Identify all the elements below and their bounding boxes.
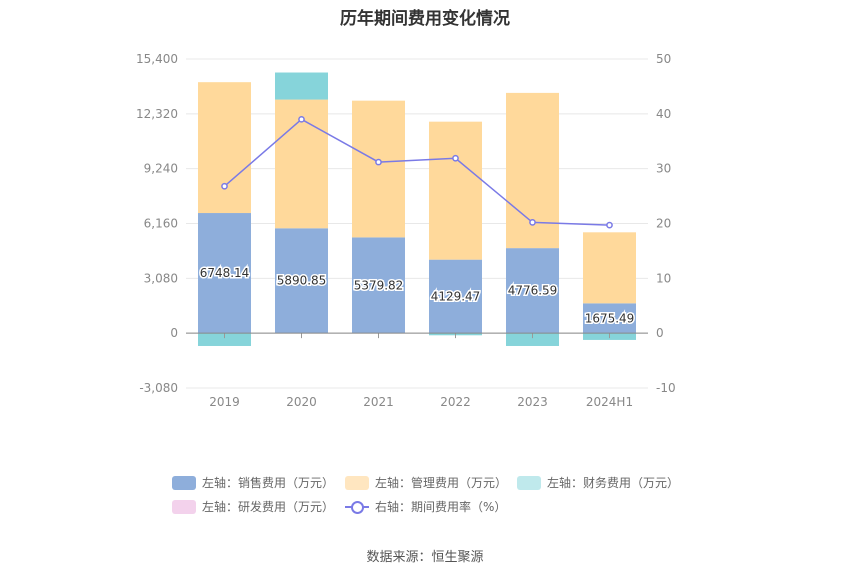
- y-right-tick-label: 20: [656, 217, 671, 231]
- legend-item-finance[interactable]: 左轴：财务费用（万元）: [517, 474, 679, 491]
- y-right-tick-label: 10: [656, 271, 671, 285]
- legend-swatch-finance: [517, 475, 541, 490]
- legend-item-sales[interactable]: 左轴：销售费用（万元）: [172, 474, 334, 491]
- bar-sales: [429, 259, 482, 334]
- y-left-tick-label: 6,160: [144, 217, 178, 231]
- data-label: 4776.59: [508, 284, 558, 298]
- legend-swatch-rnd: [172, 499, 196, 514]
- y-right-tick-label: 30: [656, 162, 671, 176]
- legend-item-admin[interactable]: 左轴：管理费用（万元）: [345, 474, 507, 491]
- y-right-tick-label: 50: [656, 52, 671, 66]
- x-tick-label: 2021: [363, 395, 394, 409]
- data-label: 5890.85: [277, 274, 327, 288]
- bar-admin: [429, 121, 482, 260]
- chart-title: 历年期间费用变化情况: [340, 9, 510, 29]
- rate-point: [221, 182, 228, 190]
- legend-label-finance: 左轴：财务费用（万元）: [547, 476, 680, 490]
- legend-swatch-sales: [172, 475, 196, 490]
- y-right-tick-label: 40: [656, 107, 671, 121]
- x-tick-label: 2024H1: [586, 395, 633, 409]
- bar-finance: [198, 333, 251, 346]
- x-tick-label: 2022: [440, 395, 471, 409]
- rate-point: [529, 219, 536, 226]
- legend-item-rate[interactable]: 右轴：期间费用率（%）: [345, 498, 506, 515]
- bar-sales: [198, 213, 251, 334]
- x-tick-label: 2019: [209, 395, 240, 409]
- data-source: 数据来源：恒生聚源: [366, 550, 484, 565]
- y-right-tick-label: 0: [656, 326, 664, 340]
- y-left-tick-label: 0: [170, 326, 178, 340]
- y-left-tick-label: 15,400: [136, 52, 178, 66]
- y-left-tick-label: -3,080: [139, 381, 178, 395]
- bar-admin: [583, 232, 636, 304]
- data-label: 4129.47: [431, 289, 481, 303]
- y-left-tick-label: 12,320: [136, 107, 178, 121]
- legend-label-rnd: 左轴：研发费用（万元）: [202, 500, 335, 514]
- x-tick-label: 2023: [517, 395, 548, 409]
- legend-item-rnd[interactable]: 左轴：研发费用（万元）: [172, 498, 334, 515]
- rate-point: [375, 158, 382, 166]
- x-tick-label: 2020: [286, 395, 317, 409]
- bar-finance: [275, 72, 328, 100]
- rate-point: [452, 154, 459, 162]
- bar-admin: [198, 82, 251, 214]
- bar-sales: [352, 237, 405, 334]
- legend-label-admin: 左轴：管理费用（万元）: [375, 476, 508, 490]
- bar-admin: [352, 100, 405, 238]
- bar-sales: [506, 248, 559, 334]
- bar-finance: [506, 333, 559, 346]
- legend-label-sales: 左轴：销售费用（万元）: [202, 476, 335, 490]
- rate-point: [606, 221, 613, 229]
- bar-sales: [275, 228, 328, 334]
- data-label: 1675.49: [585, 311, 635, 325]
- data-label: 5379.82: [354, 278, 404, 292]
- rate-line: [224, 118, 610, 226]
- y-right-tick-label: -10: [656, 381, 676, 395]
- legend-label-rate: 右轴：期间费用率（%）: [375, 500, 507, 514]
- bar-sales: [583, 303, 636, 334]
- data-label: 6748.14: [200, 266, 250, 280]
- rate-point: [298, 115, 305, 123]
- y-left-tick-label: 3,080: [144, 271, 178, 285]
- y-left-tick-label: 9,240: [144, 162, 178, 176]
- legend-swatch-rate: [345, 500, 369, 514]
- legend-swatch-admin: [345, 475, 369, 490]
